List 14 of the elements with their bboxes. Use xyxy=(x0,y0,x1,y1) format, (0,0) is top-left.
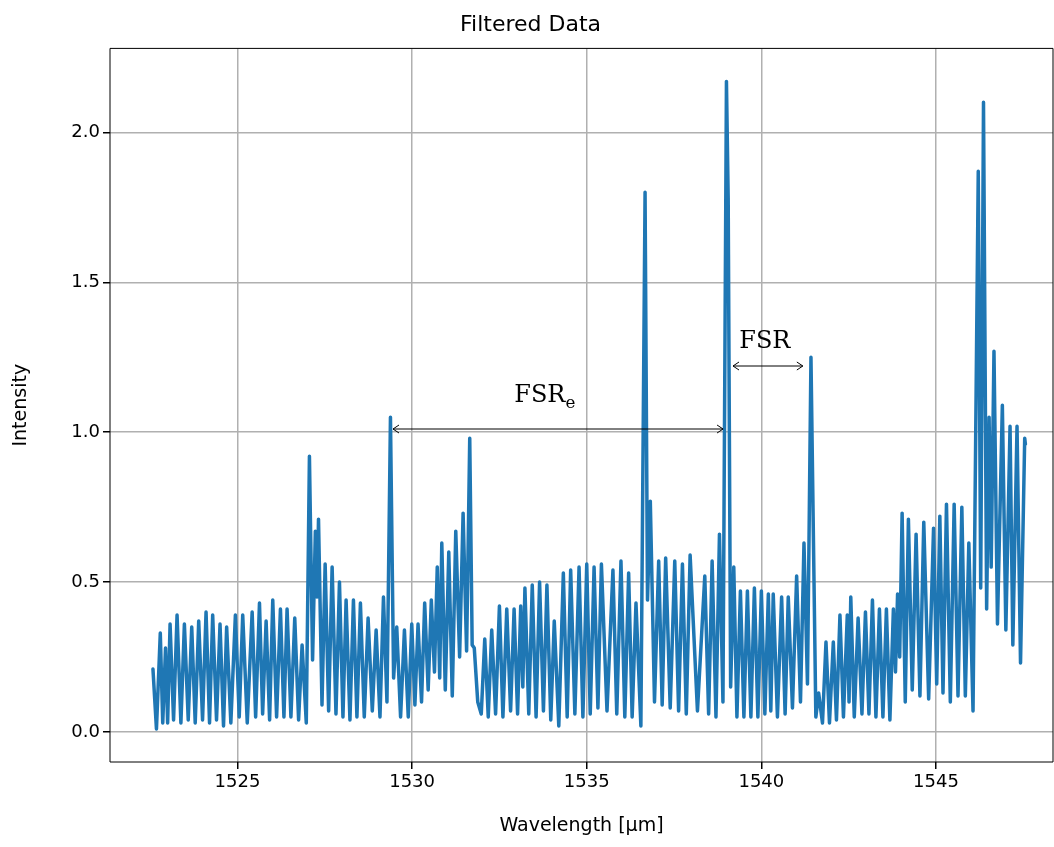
x-tick-label: 1525 xyxy=(214,770,261,792)
x-tick-label: 1540 xyxy=(738,770,785,792)
annotation: FSR xyxy=(739,326,792,355)
x-tick-label: 1545 xyxy=(913,770,959,792)
y-tick-label: 2.0 xyxy=(71,120,100,142)
y-axis-title: Intensity xyxy=(8,363,31,447)
chart-title: Filtered Data xyxy=(459,10,602,36)
y-tick-label: 0.5 xyxy=(71,569,100,591)
y-tick-label: 1.5 xyxy=(71,269,100,291)
y-tick-label: 0.0 xyxy=(71,719,100,741)
x-tick-label: 1530 xyxy=(389,770,436,792)
y-tick-label: 1.0 xyxy=(71,419,100,441)
x-tick-label: 1535 xyxy=(563,770,610,792)
x-axis-title: Wavelength [μm] xyxy=(499,812,664,835)
